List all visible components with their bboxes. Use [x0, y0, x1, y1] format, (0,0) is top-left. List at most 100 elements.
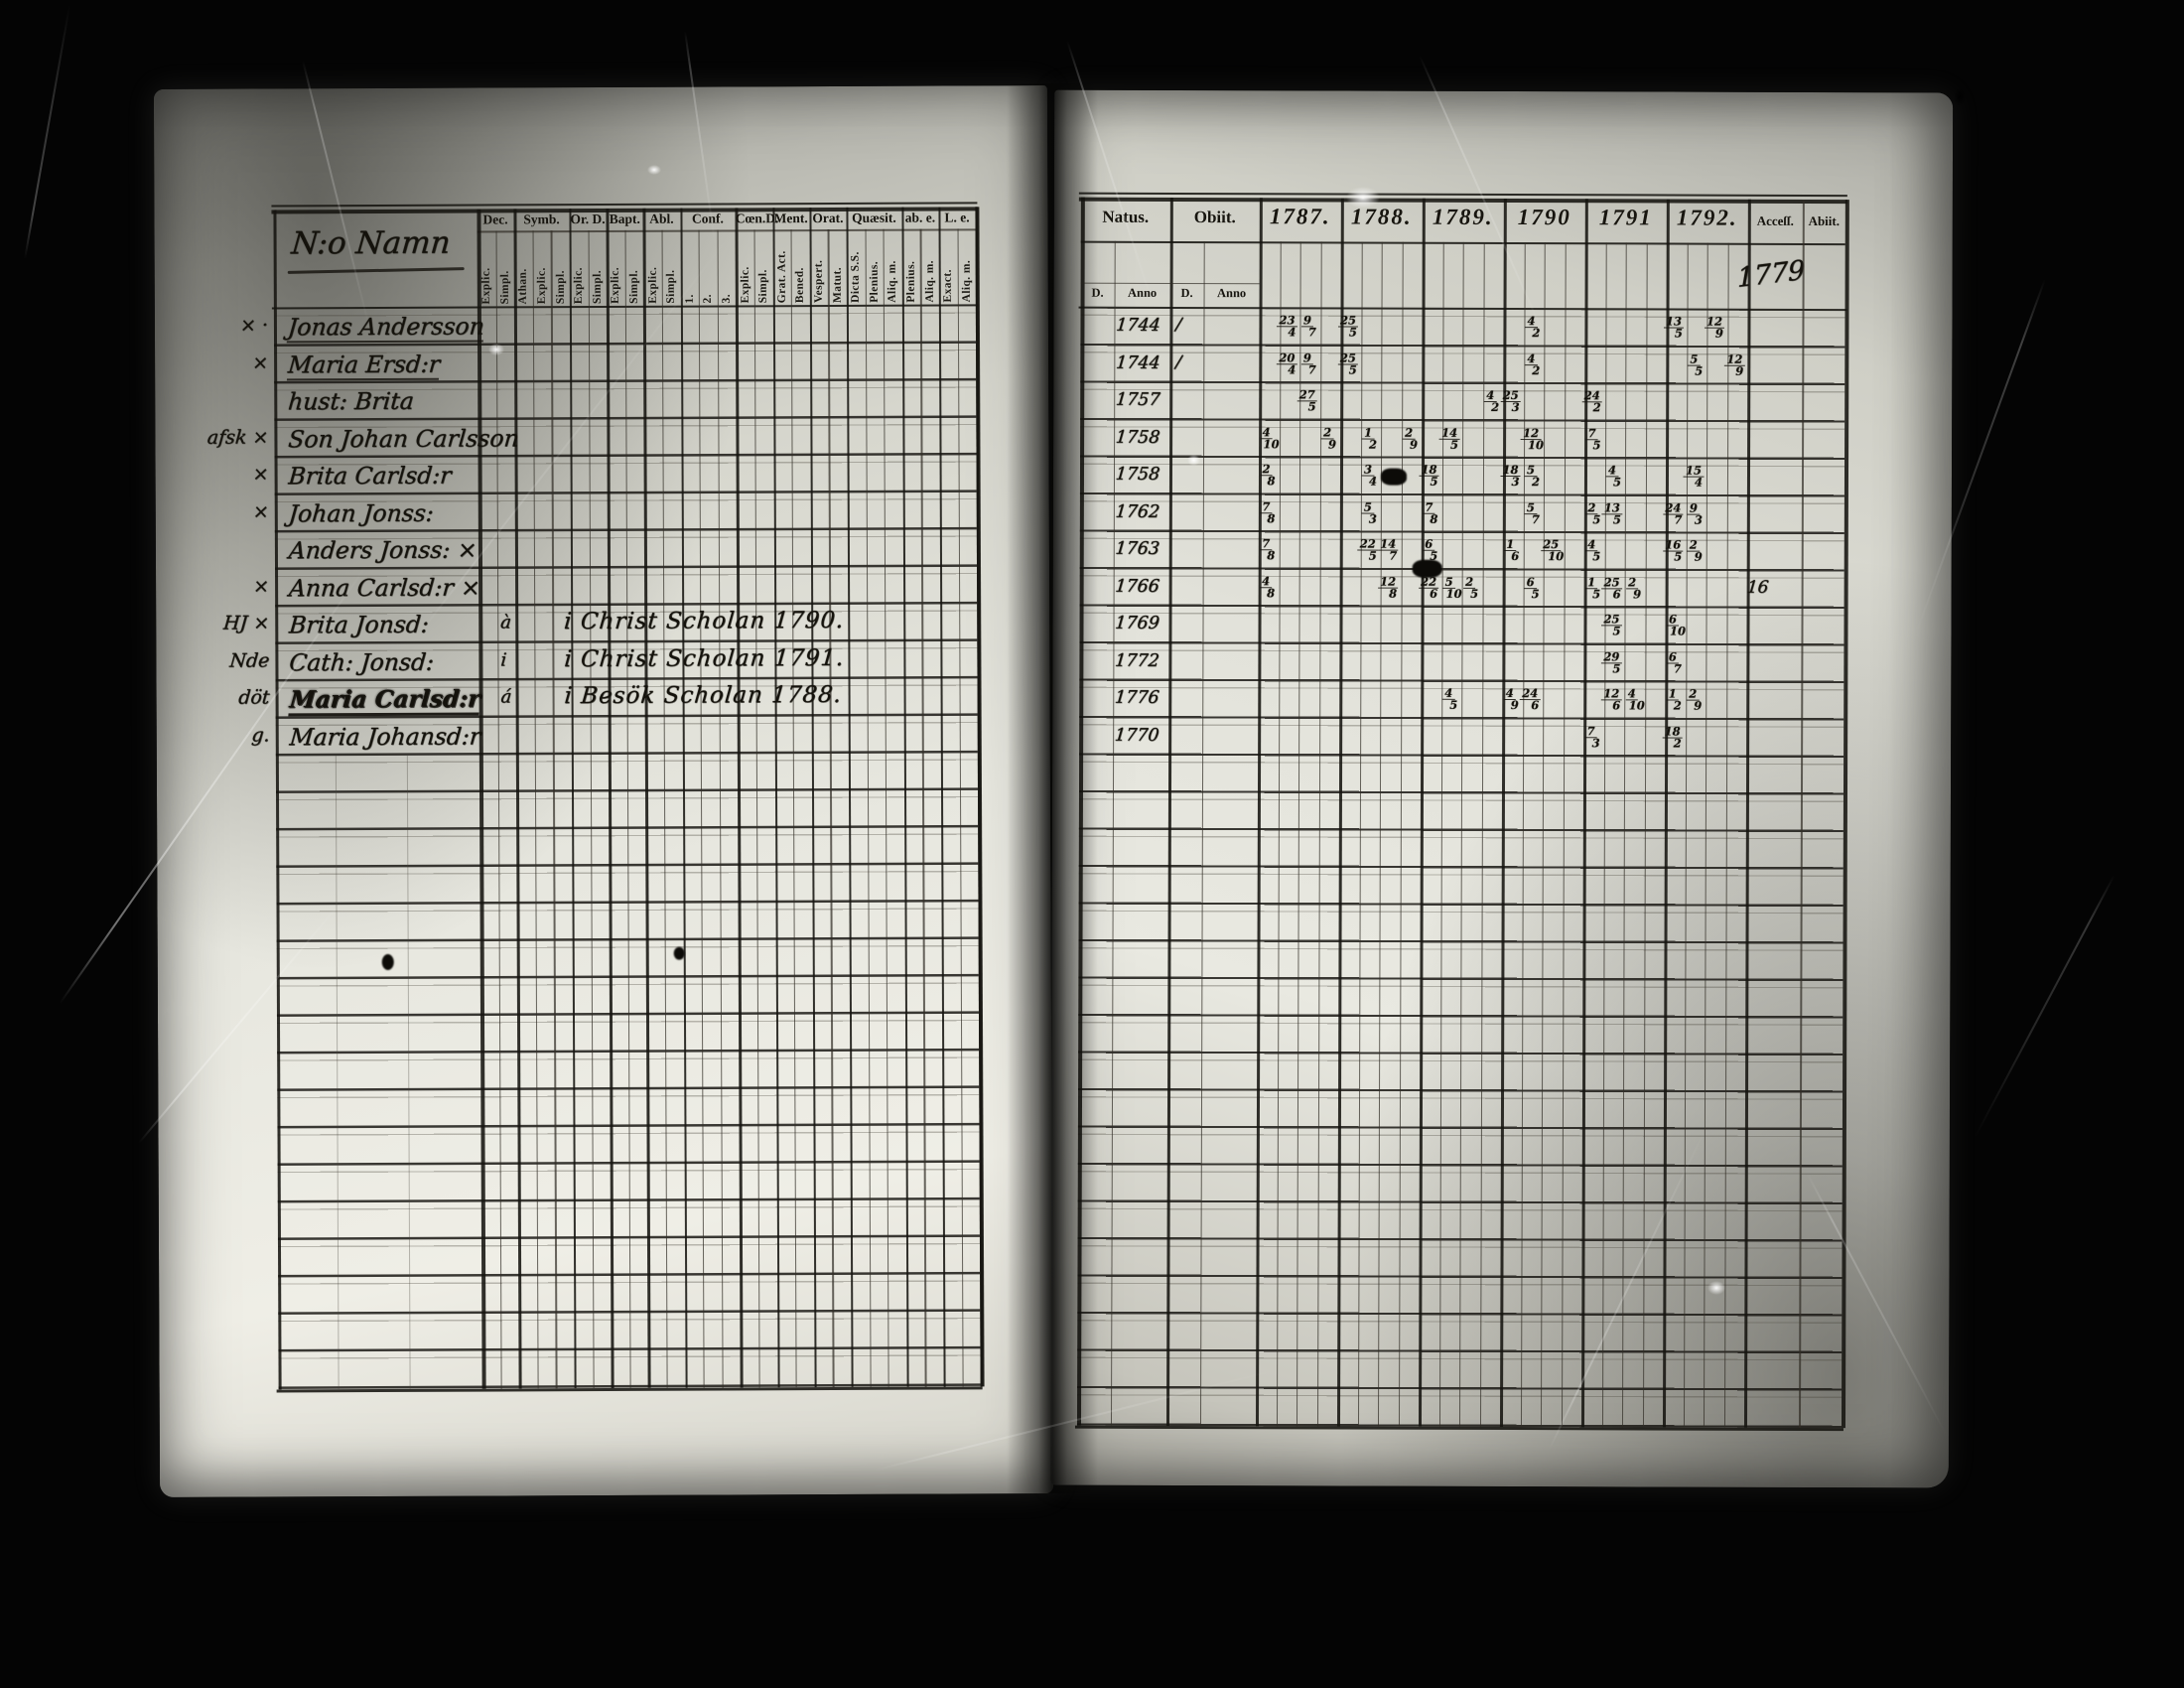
right-page: Natus. Obiit. D. Anno D. Anno Acceſſ. Ab… [1049, 89, 1954, 1488]
scratch-line [24, 4, 71, 260]
communion-date-mark: 25 5 [1337, 313, 1358, 340]
communion-date-mark: 18 5 [1419, 462, 1439, 489]
column-subheader-rotated: Plenius. [904, 260, 917, 303]
column-group-header: Or. D. [570, 211, 606, 227]
row-name: Jonas Andersson [286, 312, 486, 344]
communion-date-mark: 4 10 [1260, 424, 1280, 451]
margin-annotation: × [251, 463, 270, 486]
natus-anno-value: 1744 [1115, 315, 1161, 336]
margin-annotation: afsk × [205, 425, 270, 449]
column-group-header: ab. e. [904, 210, 936, 225]
column-group-header: Dec. [482, 211, 508, 227]
communion-date-mark: 25 5 [1601, 612, 1622, 638]
column-subheader-rotated: Explic. [535, 267, 548, 305]
margin-annotation: × [251, 499, 270, 523]
communion-date-mark: 12 6 [1601, 686, 1622, 713]
column-group-header: Conf. [691, 211, 724, 226]
school-note: i Besök Scholan 1788. [563, 681, 843, 710]
column-subheader-rotated: Simpl. [665, 269, 678, 304]
margin-annotation: × · [239, 314, 269, 337]
ink-blob [673, 946, 685, 960]
communion-date-mark: 13 5 [1663, 314, 1684, 341]
grid-hline [1078, 192, 1847, 198]
school-note: i Christ Scholan 1790. [562, 607, 846, 635]
margin-annotation: HJ × [222, 612, 271, 634]
natus-anno-value: 1744 [1115, 352, 1161, 373]
obiit-column-header: Obiit. [1193, 208, 1236, 227]
column-subheader-rotated: Simpl. [627, 269, 640, 304]
column-subheader-rotated: Explic. [479, 267, 493, 305]
column-group-header: Orat. [812, 210, 844, 226]
abiit-column-header: Abiit. [1808, 212, 1841, 229]
communion-date-mark: 12 9 [1724, 352, 1745, 378]
ink-smudge [1412, 559, 1442, 578]
row-name: Johan Jonss: [287, 498, 435, 527]
communion-date-mark: 5 10 [1442, 574, 1462, 601]
year-header: 1787. [1269, 204, 1331, 229]
ink-blob [381, 953, 394, 970]
communion-date-mark: 22 6 [1419, 574, 1439, 601]
row-name: Brita Carlsd:r [287, 461, 453, 491]
grid-hline [271, 202, 978, 208]
accessit-column-header: Acceſſ. [1756, 212, 1794, 228]
natus-anno-value: 1766 [1114, 576, 1160, 597]
communion-date-mark: 12 8 [1378, 574, 1399, 601]
year-header: 1792. [1676, 205, 1738, 230]
column-subheader-rotated: Simpl. [554, 270, 567, 305]
margin-annotation: döt [237, 686, 271, 709]
column-subheader-rotated: Exact. [942, 269, 955, 303]
left-page-table: N:o Namn Dec. Explic. Simpl. Symb. Athan. Exp… [154, 85, 1053, 1497]
school-note: i Christ Scholan 1791. [562, 644, 846, 672]
column-subheader-rotated: Athan. [517, 268, 530, 305]
column-subheader-rotated: Aliq. m. [923, 260, 936, 303]
communion-date-mark: 14 7 [1378, 536, 1399, 563]
row-note-prefix: à [499, 612, 513, 633]
communion-date-mark: 24 7 [1663, 500, 1684, 527]
accessit-value: 16 [1745, 577, 1770, 598]
natus-anno-value: 1776 [1114, 687, 1160, 708]
communion-date-mark: 4 10 [1625, 686, 1645, 713]
communion-date-mark: 14 5 [1439, 425, 1460, 452]
communion-date-mark: 15 4 [1683, 463, 1705, 490]
column-subheader-rotated: Dicta S.S. [849, 251, 863, 303]
year-header: 1790 [1517, 205, 1571, 230]
column-group-header: Abl. [649, 211, 674, 226]
column-subheader-rotated: Simpl. [591, 269, 604, 305]
grid-hline [1078, 197, 1847, 204]
natus-day-subheader: D. [1091, 285, 1104, 300]
natus-anno-value: 1758 [1114, 427, 1161, 448]
communion-date-mark: 18 2 [1662, 724, 1683, 751]
column-subheader-rotated: Simpl. [498, 270, 511, 305]
scratch-line [1974, 874, 2116, 1139]
column-group-header: Cœn.D. [735, 211, 779, 226]
column-subheader-rotated: Explic. [646, 266, 659, 304]
column-subheader-rotated: Explic. [610, 266, 622, 304]
right-page-table: Natus. Obiit. D. Anno D. Anno Acceſſ. Ab… [1050, 90, 1953, 1488]
year-header: 1788. [1350, 204, 1413, 229]
margin-annotation: × [252, 574, 271, 598]
margin-annotation: × [251, 351, 270, 374]
column-subheader-rotated: 3. [720, 293, 733, 304]
communion-date-mark: 25 10 [1541, 537, 1565, 564]
